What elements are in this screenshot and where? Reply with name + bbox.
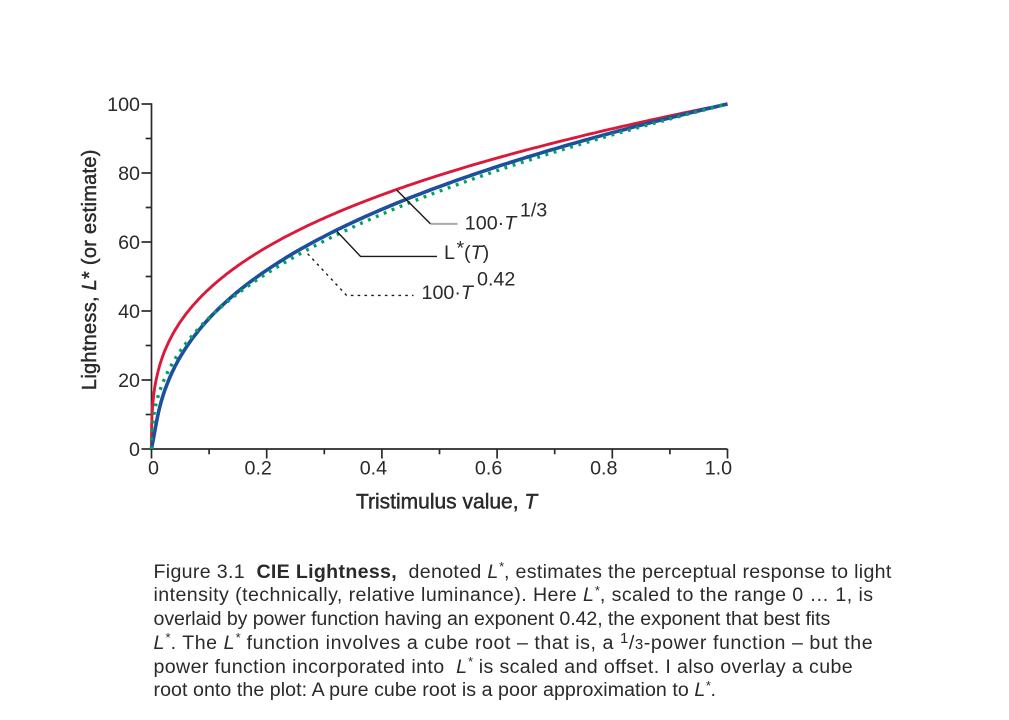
svg-text:Lightness, L* (or estimate): Lightness, L* (or estimate) (79, 149, 101, 390)
svg-text:0.4: 0.4 (360, 458, 387, 480)
svg-text:L: L (444, 242, 455, 264)
svg-text:100·T: 100·T (465, 212, 518, 234)
svg-text:60: 60 (118, 232, 140, 254)
svg-text:0.6: 0.6 (475, 458, 502, 480)
svg-text:80: 80 (118, 163, 140, 185)
svg-text:100: 100 (107, 94, 140, 116)
svg-text:0: 0 (129, 439, 140, 461)
svg-text:0.8: 0.8 (590, 458, 617, 480)
svg-text:0.42: 0.42 (477, 269, 515, 291)
svg-text:100·T: 100·T (422, 282, 475, 304)
svg-text:20: 20 (118, 370, 140, 392)
svg-text:0.2: 0.2 (245, 458, 272, 480)
svg-text:1.0: 1.0 (705, 458, 732, 480)
svg-text:1/3: 1/3 (520, 200, 547, 222)
svg-text:40: 40 (118, 301, 140, 323)
svg-text:*: * (457, 238, 465, 260)
svg-text:Tristimulus value, T: Tristimulus value, T (356, 491, 539, 514)
svg-text:(T): (T) (464, 242, 489, 264)
svg-text:0: 0 (148, 458, 159, 480)
